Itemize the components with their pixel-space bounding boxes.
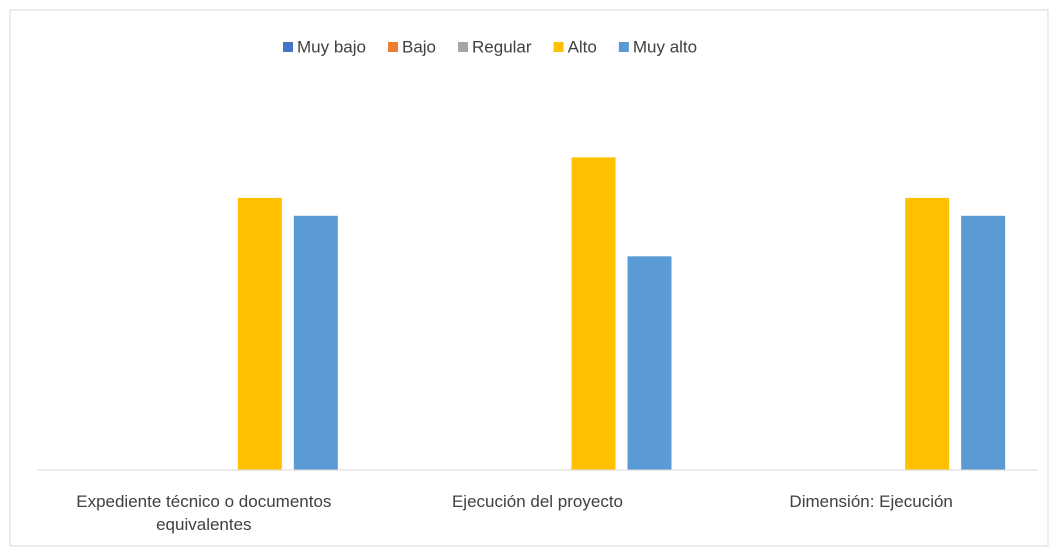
- legend-label: Regular: [472, 37, 532, 56]
- legend-swatch: [387, 42, 398, 52]
- legend-label: Muy bajo: [297, 37, 366, 56]
- x-tick-label: Ejecución del proyecto: [451, 492, 624, 511]
- x-tick-label: Dimensión: Ejecución: [789, 492, 953, 511]
- bar: [905, 197, 950, 471]
- legend-swatch: [618, 42, 629, 52]
- legend-label: Alto: [568, 37, 597, 56]
- bar: [571, 157, 616, 471]
- legend-swatch: [458, 42, 469, 52]
- legend-swatch: [283, 42, 293, 52]
- bar: [237, 197, 282, 471]
- legend-label: Bajo: [402, 37, 436, 56]
- bar: [961, 215, 1006, 470]
- x-tick-label: Expediente técnico o documentos equivale…: [76, 492, 332, 534]
- chart-frame: [9, 9, 1049, 547]
- bar: [293, 215, 338, 470]
- bar: [627, 256, 672, 470]
- legend-label: Muy alto: [633, 37, 697, 56]
- legend-swatch: [553, 42, 564, 52]
